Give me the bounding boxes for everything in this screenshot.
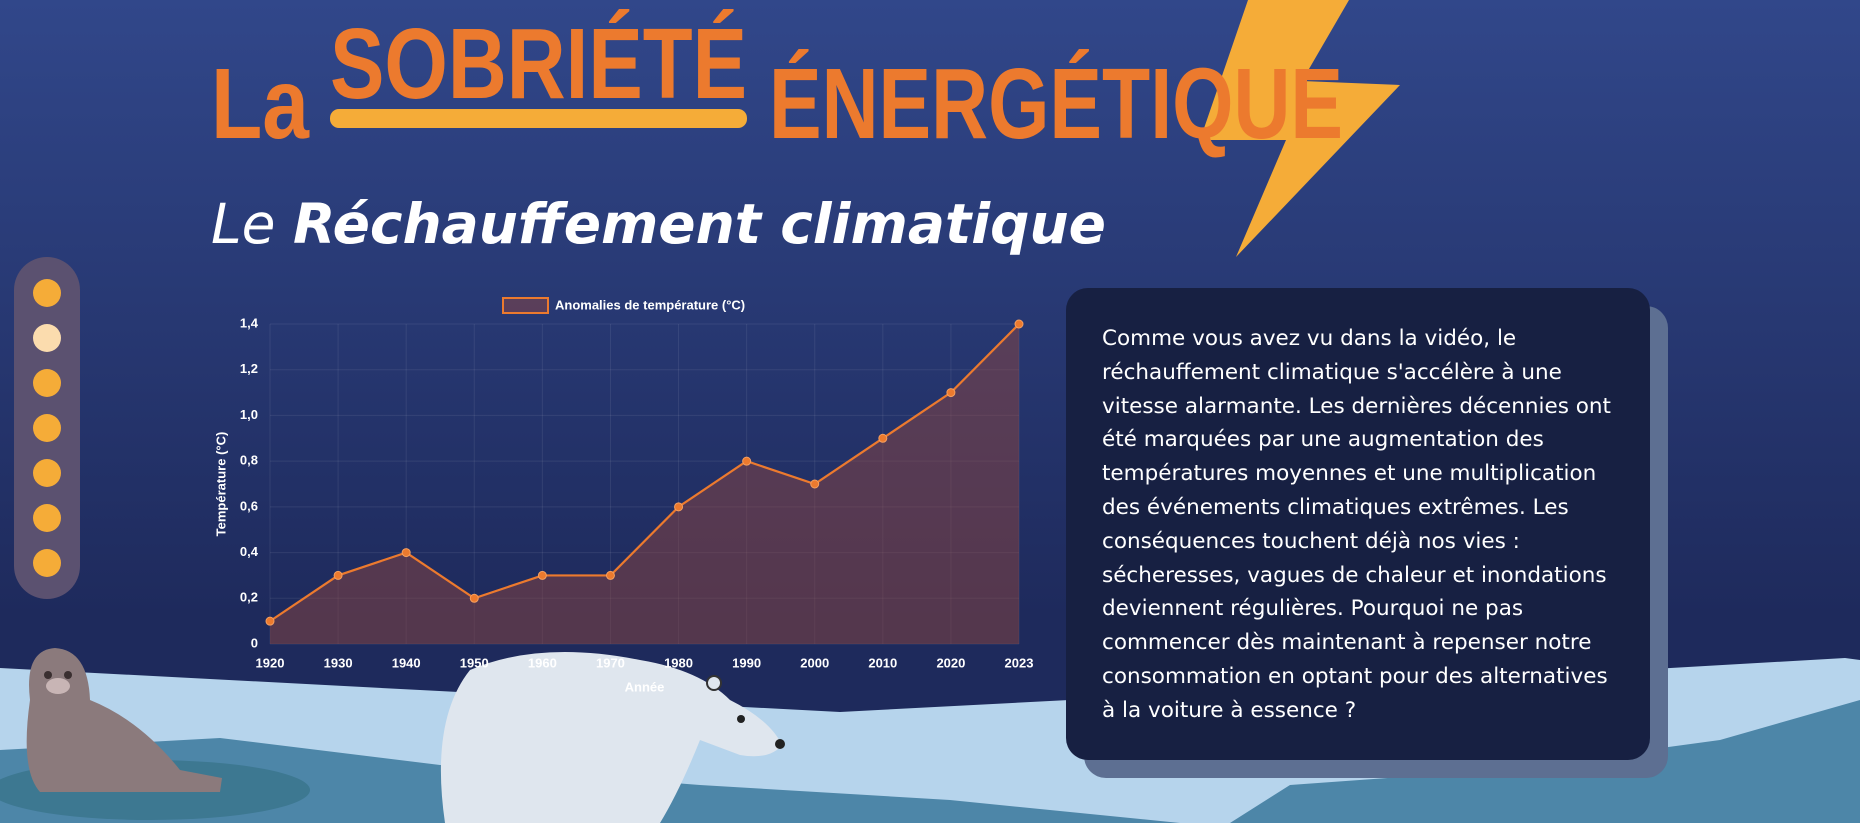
y-tick-label: 0,6 [240, 498, 258, 513]
nav-dot [33, 549, 61, 577]
point [878, 433, 888, 443]
seal [26, 648, 222, 792]
x-tick-label: 2000 [800, 655, 829, 670]
point [605, 570, 615, 580]
y-tick-label: 0 [251, 635, 258, 650]
point [674, 502, 684, 512]
area [270, 324, 1019, 644]
point [469, 593, 479, 603]
title-word: ÉNERGÉTIQUE [769, 48, 1343, 160]
line [269, 323, 1020, 623]
point [946, 388, 956, 398]
polar-bear [440, 652, 785, 823]
nav-dot [33, 504, 61, 532]
y-tick-label: 0,8 [240, 453, 258, 468]
x-tick-label: 1990 [732, 655, 761, 670]
subtitle: Le Réchauffement climatique [211, 192, 1106, 256]
y-tick-label: 0,2 [240, 590, 258, 605]
subtitle-lead: Le [211, 192, 275, 256]
nav-dot [33, 369, 61, 397]
x-tick-label: 1930 [324, 655, 353, 670]
nav-dot [33, 279, 61, 307]
legend-label: Anomalies de température (°C) [555, 297, 745, 312]
point [333, 570, 343, 580]
title-word: La [211, 48, 310, 160]
x-tick-label: 2010 [868, 655, 897, 670]
point [742, 456, 752, 466]
nav-dot [33, 324, 61, 352]
x-tick-label: 2023 [1005, 655, 1034, 670]
y-axis-label: Température (°C) [213, 432, 228, 537]
underline [330, 109, 747, 128]
point [401, 548, 411, 558]
x-tick-label: 1960 [528, 655, 557, 670]
text-box: Comme vous avez vu dans la vidéo, le réc… [1066, 288, 1650, 760]
point [265, 616, 275, 626]
water [1230, 700, 1860, 823]
point [810, 479, 820, 489]
x-tick-label: 1970 [596, 655, 625, 670]
x-tick-label: 1950 [460, 655, 489, 670]
x-tick-label: 1940 [392, 655, 421, 670]
x-tick-label: 1980 [664, 655, 693, 670]
legend-swatch [502, 297, 549, 314]
x-tick-label: 1920 [256, 655, 285, 670]
x-tick-label: 2020 [936, 655, 965, 670]
lightning [1200, 0, 1400, 257]
subtitle-main: Réchauffement climatique [293, 192, 1106, 256]
chart: 0 0,2 0,4 0,6 0,8 1,0 1,2 1,4 1920 1930 1940 1950 19… [213, 297, 1033, 694]
point [1014, 319, 1024, 329]
point [537, 570, 547, 580]
title-word: SOBRIÉTÉ [330, 8, 747, 120]
y-tick-label: 1,2 [240, 361, 258, 376]
y-tick-label: 1,0 [240, 407, 258, 422]
y-tick-label: 0,4 [240, 544, 259, 559]
x-axis-label: Année [625, 679, 665, 694]
nav-dot [33, 414, 61, 442]
y-tick-label: 1,4 [240, 315, 259, 330]
nav-dot [33, 459, 61, 487]
